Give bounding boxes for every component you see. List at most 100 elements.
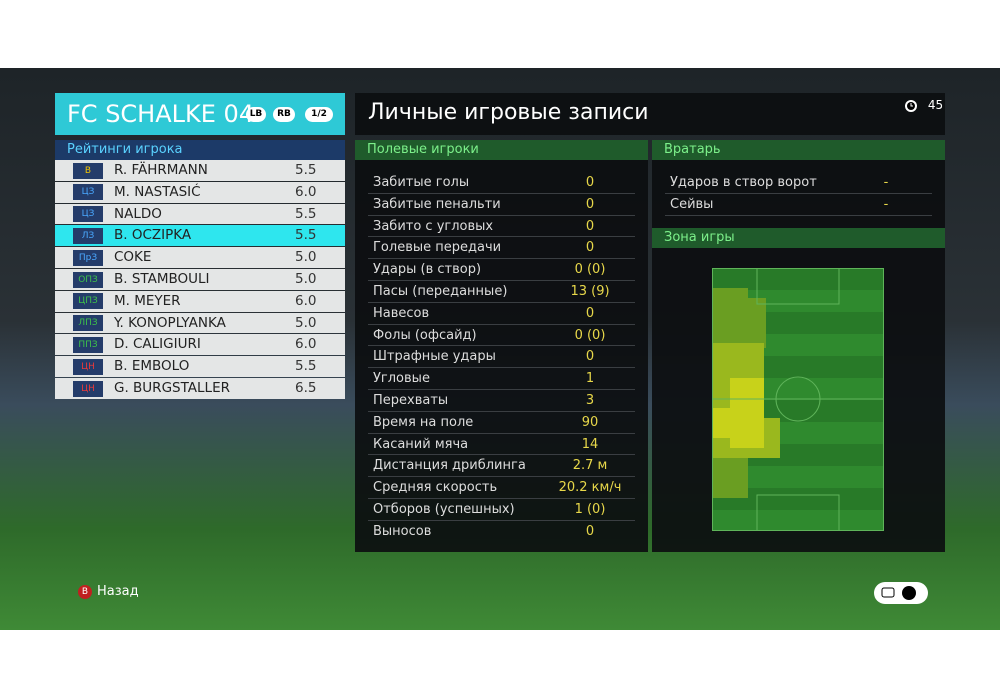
row-separator bbox=[368, 519, 635, 521]
player-rating: 5.5 bbox=[295, 205, 317, 222]
row-separator bbox=[368, 236, 635, 238]
rb-button[interactable]: RB bbox=[273, 107, 295, 122]
timer-value: 45 bbox=[927, 98, 944, 112]
player-name: R. FÄHRMANN bbox=[114, 162, 208, 178]
stat-value: 0 bbox=[585, 305, 595, 321]
row-separator bbox=[665, 192, 932, 194]
row-separator bbox=[368, 476, 635, 478]
player-rating: 5.0 bbox=[295, 271, 317, 287]
stat-value: 0 bbox=[585, 218, 595, 234]
player-name: COKE bbox=[114, 249, 152, 266]
title-bar bbox=[355, 93, 945, 135]
row-separator bbox=[368, 498, 635, 499]
player-row[interactable] bbox=[55, 181, 345, 203]
position-badge: ЦН bbox=[73, 380, 103, 397]
stat-value: 1 bbox=[585, 371, 595, 387]
row-separator bbox=[368, 389, 635, 390]
player-rating: 6.0 bbox=[295, 183, 317, 200]
player-row[interactable] bbox=[55, 247, 345, 268]
row-separator bbox=[368, 410, 635, 412]
row-separator bbox=[368, 323, 635, 325]
player-row[interactable] bbox=[55, 356, 345, 377]
player-row[interactable] bbox=[55, 225, 345, 247]
stat-label: Средняя скорость bbox=[373, 480, 498, 496]
player-row[interactable] bbox=[55, 290, 345, 312]
stat-label: Угловые bbox=[373, 371, 430, 387]
stat-label: Пасы (переданные) bbox=[373, 284, 508, 299]
row-separator bbox=[368, 432, 635, 434]
stat-value: 0 bbox=[585, 523, 595, 539]
row-separator bbox=[368, 280, 635, 281]
stat-label: Голевые передачи bbox=[373, 240, 502, 256]
row-separator bbox=[368, 214, 635, 216]
player-row[interactable] bbox=[55, 312, 345, 334]
stat-label: Касаний мяча bbox=[373, 436, 469, 452]
player-rating: 5.0 bbox=[295, 249, 317, 266]
stat-value: 3 bbox=[585, 393, 595, 408]
stat-value: 0 bbox=[585, 175, 595, 190]
player-name: B. STAMBOULI bbox=[114, 271, 210, 287]
stat-value: 14 bbox=[581, 436, 599, 452]
stat-label: Дистанция дриблинга bbox=[373, 458, 526, 474]
stat-value: 2.7 м bbox=[572, 458, 608, 474]
player-name: NALDO bbox=[114, 205, 162, 222]
row-separator bbox=[368, 301, 635, 303]
gk-title: Вратарь bbox=[652, 140, 945, 160]
position-badge: ЦН bbox=[73, 358, 103, 375]
stat-label: Перехваты bbox=[373, 393, 449, 408]
player-name: G. BURGSTALLER bbox=[114, 380, 230, 396]
position-badge: ППЗ bbox=[73, 336, 103, 353]
lb-button[interactable]: LB bbox=[246, 107, 266, 122]
stat-label: Забито с угловых bbox=[373, 218, 494, 234]
player-name: B. EMBOLO bbox=[114, 358, 190, 375]
player-name: B. OCZIPKA bbox=[114, 227, 192, 244]
row-separator bbox=[368, 258, 635, 260]
row-separator bbox=[368, 345, 635, 347]
player-rating: 5.0 bbox=[295, 314, 317, 331]
stat-label: Удары (в створ) bbox=[373, 262, 482, 278]
ratings-title: Рейтинги игрока bbox=[55, 140, 345, 160]
position-badge: ОПЗ bbox=[73, 271, 103, 288]
position-badge: ЦЗ bbox=[73, 206, 103, 223]
player-name: Y. KONOPLYANKA bbox=[114, 314, 226, 331]
player-row[interactable] bbox=[55, 160, 345, 181]
team-name: FC SCHALKE 04 bbox=[67, 100, 255, 128]
player-name: M. MEYER bbox=[114, 292, 181, 309]
position-badge: ЛЗ bbox=[73, 227, 103, 244]
row-separator bbox=[368, 192, 635, 194]
footer-icons[interactable] bbox=[874, 582, 928, 604]
page-indicator: 1/2 bbox=[305, 107, 333, 122]
field-title: Полевые игроки bbox=[355, 140, 648, 160]
stat-label: Навесов bbox=[373, 305, 430, 321]
stat-label: Штрафные удары bbox=[373, 349, 496, 365]
player-row[interactable] bbox=[55, 334, 345, 356]
back-button-icon[interactable]: B bbox=[78, 585, 92, 599]
stat-value: 90 bbox=[581, 414, 599, 430]
page-title: Личные игровые записи bbox=[368, 100, 649, 125]
stat-value: 20.2 км/ч bbox=[558, 480, 622, 496]
team-header: FC SCHALKE 04 bbox=[55, 93, 345, 135]
player-rating: 5.5 bbox=[295, 227, 317, 244]
zone-title: Зона игры bbox=[652, 228, 945, 248]
position-badge: ЦЗ bbox=[73, 184, 103, 201]
player-rating: 6.0 bbox=[295, 336, 317, 353]
heatmap bbox=[712, 268, 884, 531]
back-label[interactable]: Назад bbox=[97, 584, 139, 599]
stat-value: 0 (0) bbox=[574, 262, 606, 278]
stat-value: 1 (0) bbox=[574, 502, 606, 517]
player-row[interactable] bbox=[55, 269, 345, 290]
position-badge: ПрЗ bbox=[73, 249, 103, 266]
clock-icon bbox=[905, 99, 917, 112]
player-row[interactable] bbox=[55, 378, 345, 399]
player-rating: 6.0 bbox=[295, 292, 317, 309]
row-separator bbox=[665, 214, 932, 216]
stat-label: Отборов (успешных) bbox=[373, 502, 515, 517]
player-rating: 5.5 bbox=[295, 358, 317, 375]
player-row[interactable] bbox=[55, 203, 345, 225]
stat-label: Время на поле bbox=[373, 414, 474, 430]
stat-value: 0 bbox=[585, 240, 595, 256]
stat-label: Выносов bbox=[373, 523, 432, 539]
player-rating: 5.5 bbox=[295, 162, 317, 178]
